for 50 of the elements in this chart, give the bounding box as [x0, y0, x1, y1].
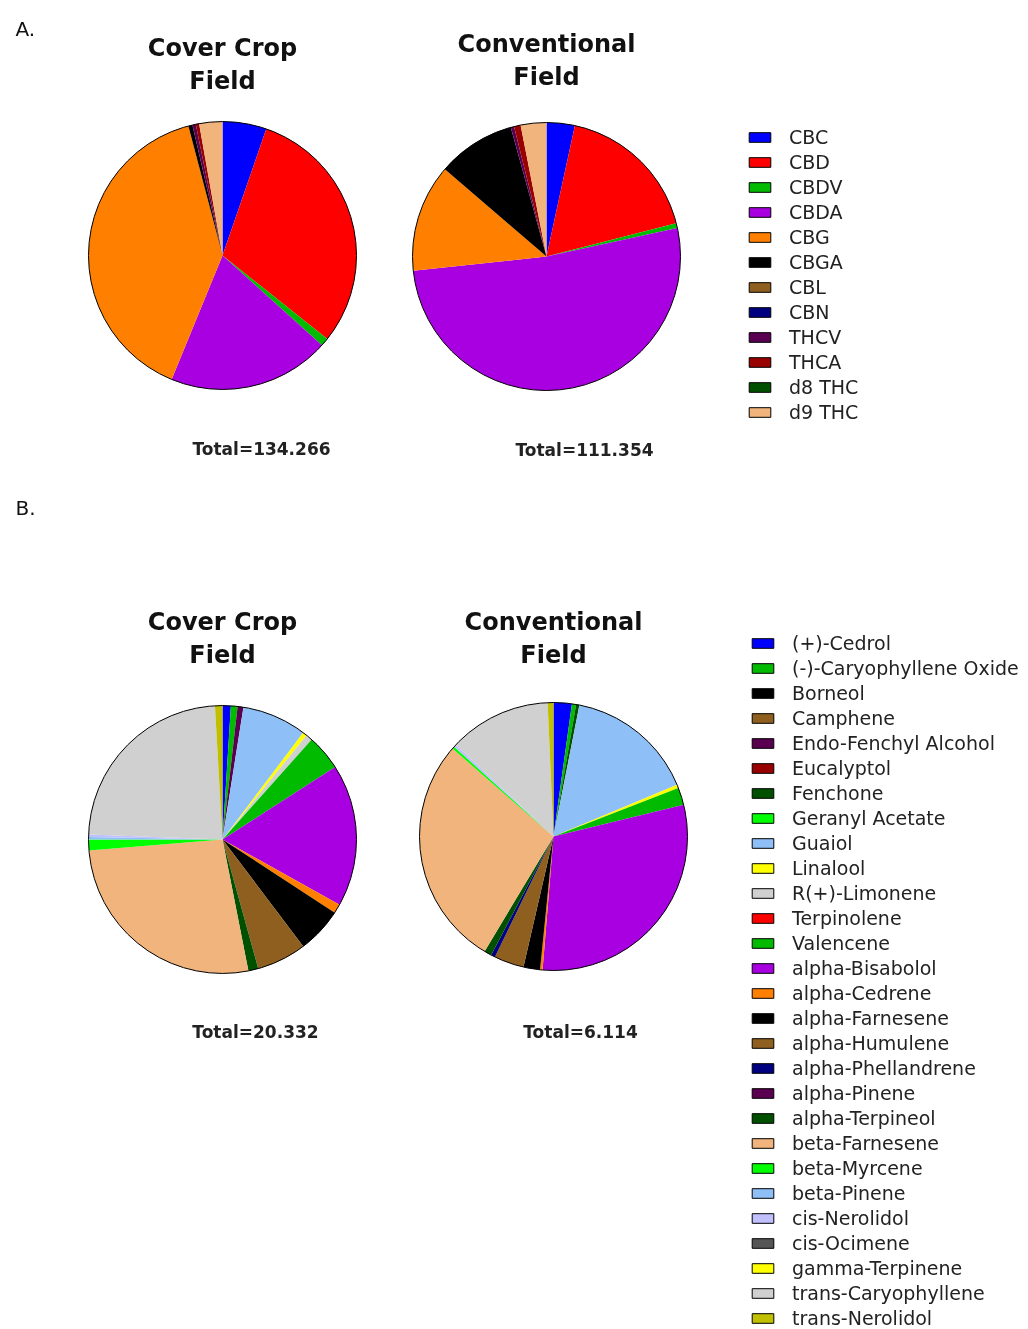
legend-label: cis-Ocimene: [792, 1232, 910, 1254]
text: Total=134.266: [192, 438, 331, 459]
text: A.: [15, 16, 36, 41]
legend-label: R(+)-Limonene: [792, 882, 937, 904]
legend-label: Borneol: [792, 682, 865, 704]
legend-label: alpha-Cedrene: [792, 982, 932, 1004]
legend-label: alpha-Phellandrene: [792, 1057, 976, 1079]
text: Total=20.332: [192, 1021, 319, 1042]
legend-label: Endo-Fenchyl Alcohol: [792, 732, 995, 754]
legend-label: alpha-Bisabolol: [792, 957, 937, 979]
legend-label: Fenchone: [792, 782, 884, 804]
slice-label: Conventional Field: [464, 607, 643, 670]
legend-label: Linalool: [792, 857, 866, 879]
slice-label: Cover Crop Field: [147, 33, 298, 96]
legend-label: Eucalyptol: [792, 757, 892, 779]
legend-label: cis-Nerolidol: [792, 1207, 909, 1229]
text: B.: [15, 495, 36, 520]
legend-label: trans-Nerolidol: [792, 1307, 933, 1329]
legend-label: alpha-Farnesene: [792, 1007, 949, 1029]
legend-label: beta-Farnesene: [792, 1132, 940, 1154]
legend-label: trans-Caryophyllene: [792, 1282, 985, 1304]
legend-label: Camphene: [792, 707, 895, 729]
legend-label: (+)-Cedrol: [792, 632, 891, 654]
legend-label: (-)-Caryophyllene Oxide: [792, 657, 1019, 679]
legend-label: THCV: [789, 326, 842, 348]
legend-label: CBG: [789, 226, 830, 248]
legend-label: d8 THC: [789, 376, 859, 398]
slice-label: Cover Crop Field: [147, 607, 298, 670]
legend-label: beta-Myrcene: [792, 1157, 923, 1179]
legend-label: CBD: [789, 151, 830, 173]
legend-label: alpha-Terpineol: [792, 1107, 936, 1129]
legend-label: CBL: [789, 276, 826, 298]
legend-label: alpha-Humulene: [792, 1032, 950, 1054]
legend-label: Geranyl Acetate: [792, 807, 946, 829]
legend-label: gamma-Terpinene: [792, 1257, 963, 1279]
slice-label: Conventional Field: [457, 29, 636, 92]
legend-label: beta-Pinene: [792, 1182, 906, 1204]
text: Total=111.354: [515, 439, 654, 460]
legend-label: Terpinolene: [792, 907, 902, 929]
legend-label: CBDV: [789, 176, 843, 198]
legend-label: Valencene: [792, 932, 891, 954]
legend-label: CBGA: [789, 251, 843, 273]
text: Total=6.114: [523, 1021, 638, 1042]
legend-label: CBDA: [789, 201, 843, 223]
legend-label: CBN: [789, 301, 830, 323]
legend-label: alpha-Pinene: [792, 1082, 916, 1104]
legend-label: CBC: [789, 126, 829, 148]
legend-label: d9 THC: [789, 401, 859, 423]
legend-label: THCA: [789, 351, 842, 373]
legend-label: Guaiol: [792, 832, 853, 854]
